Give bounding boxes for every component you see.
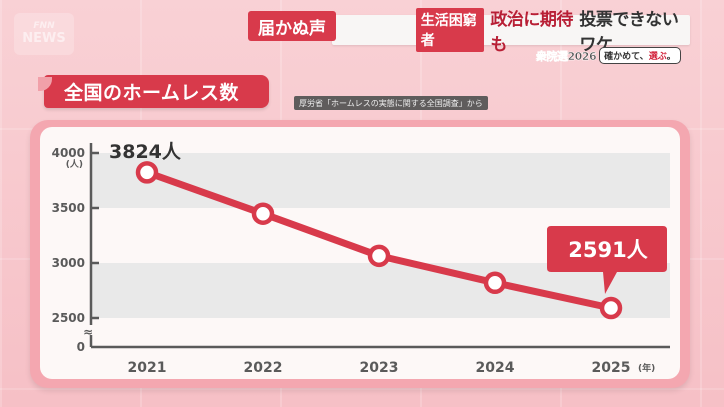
chart-title: 全国のホームレス数 — [38, 75, 269, 108]
annotation-first-value: 3824人 — [109, 141, 182, 163]
y-axis-unit: (人) — [66, 158, 83, 170]
annotations: 3824人 2591人 — [109, 141, 667, 294]
annotation-last-value: 2591人 — [568, 238, 647, 262]
topic-tag: 生活困窮者 — [415, 8, 485, 52]
news-logo: FNN NEWS — [14, 13, 74, 55]
x-tick-label: 2022 — [244, 360, 283, 376]
y-tick-label: 3000 — [52, 256, 85, 270]
headline-bar: 生活困窮者 政治に期待も 投票できないワケ — [332, 8, 690, 55]
grid-band — [91, 263, 670, 318]
x-tick-label: 2025 — [592, 360, 631, 376]
y-tick-label: 2500 — [52, 311, 85, 325]
logo-top-text: FNN — [33, 20, 55, 31]
slogan-text: 確かめて、 — [604, 52, 649, 62]
y-tick-label: 4000 — [52, 146, 85, 160]
grid-bands — [91, 153, 670, 318]
axis-break-icon: ≈ — [83, 325, 93, 339]
headline-red-text: 政治に期待も — [490, 10, 573, 55]
logo-text: NEWS — [22, 30, 66, 46]
x-axis-ticks: 2021 2022 2023 2024 2025 (年) — [128, 360, 656, 376]
election-label: 衆院選2026 — [536, 49, 597, 63]
data-point-marker — [367, 244, 391, 268]
data-point-marker — [251, 202, 275, 225]
series-tag: 届かぬ声 — [248, 11, 336, 41]
slogan-red-text: 選ぶ — [648, 52, 667, 62]
source-caption: 厚労省「ホームレスの実態に関する全国調査」から — [294, 96, 488, 110]
election-badge: 衆院選2026 確かめて、選ぶ。 — [536, 47, 681, 64]
data-point-marker — [599, 296, 623, 320]
x-axis-unit: (年) — [638, 362, 655, 374]
data-point-marker — [135, 161, 159, 184]
x-tick-label: 2024 — [476, 360, 515, 376]
y-axis-ticks: 0 2500 3000 3500 4000(人) — [52, 146, 99, 354]
data-point-marker — [483, 271, 507, 295]
y-tick-label: 0 — [77, 340, 85, 354]
annotation-callout — [547, 226, 667, 294]
data-points — [135, 161, 623, 320]
election-slogan: 確かめて、選ぶ。 — [599, 47, 681, 64]
axes: ≈ — [83, 143, 670, 349]
grid-band — [91, 153, 670, 208]
y-tick-label: 3500 — [52, 201, 85, 215]
slogan-end: 。 — [666, 52, 676, 62]
x-tick-label: 2023 — [360, 360, 399, 376]
x-tick-label: 2021 — [128, 360, 167, 376]
axis-break-gap — [85, 325, 97, 335]
